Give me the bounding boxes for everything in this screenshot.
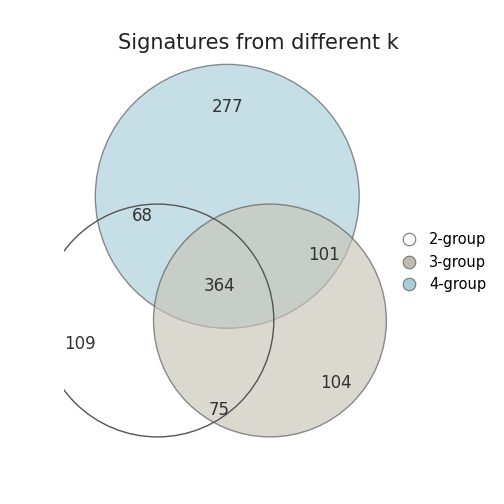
Text: 104: 104 xyxy=(320,373,352,392)
Text: 277: 277 xyxy=(212,98,243,116)
Text: 364: 364 xyxy=(204,277,235,294)
Legend: 2-group, 3-group, 4-group: 2-group, 3-group, 4-group xyxy=(390,228,491,296)
Text: 68: 68 xyxy=(132,207,152,225)
Text: 101: 101 xyxy=(308,245,340,264)
Text: 75: 75 xyxy=(209,401,230,419)
Circle shape xyxy=(95,65,359,328)
Title: Signatures from different k: Signatures from different k xyxy=(118,33,399,53)
Circle shape xyxy=(154,204,387,437)
Text: 109: 109 xyxy=(64,335,96,353)
